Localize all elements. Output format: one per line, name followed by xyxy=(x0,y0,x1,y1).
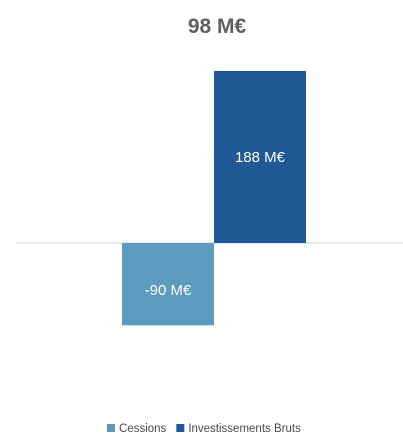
legend-label-cessions: Cessions xyxy=(119,423,167,435)
data-label-investissements-bruts: 188 M€ xyxy=(235,149,286,166)
bars-group xyxy=(122,71,306,326)
legend-label-investissements-bruts: Investissements Bruts xyxy=(188,423,301,435)
data-label-cessions: -90 M€ xyxy=(145,282,192,299)
legend-swatch-investissements-bruts xyxy=(176,424,185,432)
data-labels-group: -90 M€ 188 M€ xyxy=(145,149,286,299)
legend: Cessions Investissements Bruts xyxy=(107,423,301,435)
chart-title: 98 M€ xyxy=(188,15,247,38)
legend-swatch-cessions xyxy=(107,424,115,432)
bar-cessions xyxy=(122,243,214,326)
bar-investissements-bruts xyxy=(214,71,306,243)
